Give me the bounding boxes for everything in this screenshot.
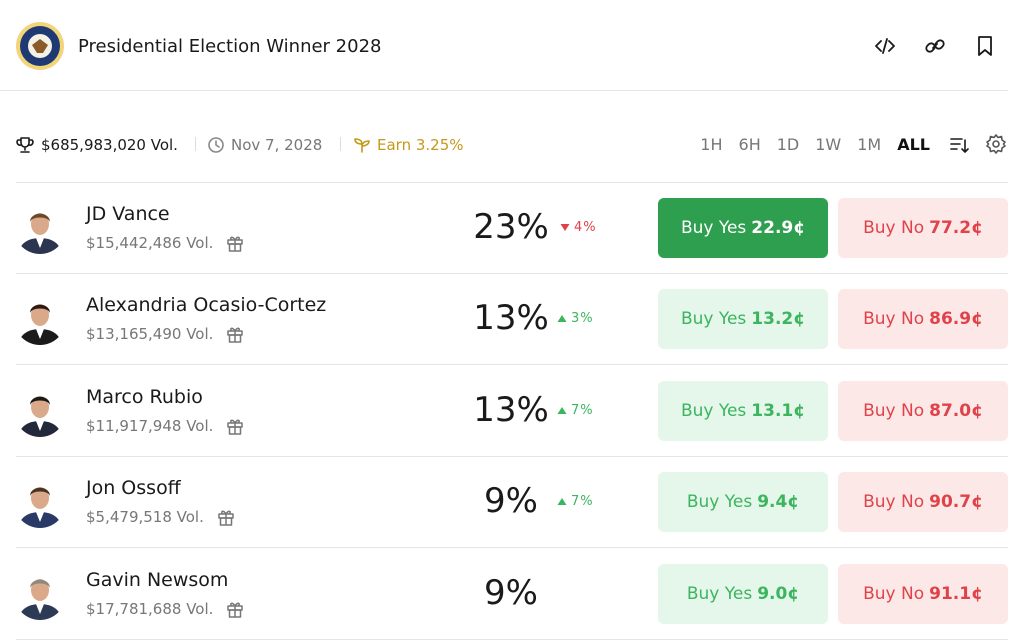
buy-yes-label: Buy Yes — [680, 309, 747, 330]
clock-icon — [208, 137, 224, 153]
divider — [16, 455, 1008, 457]
candidate-name: Alexandria Ocasio-Cortez — [86, 294, 327, 317]
market-title: Presidential Election Winner 2028 — [78, 36, 382, 57]
end-date: Nov 7, 2028 — [231, 136, 323, 154]
settings-button[interactable] — [985, 133, 1007, 155]
divider — [16, 364, 1008, 366]
candidate-volume: $11,917,948 Vol. — [86, 416, 214, 435]
change-value: 7% — [571, 494, 594, 510]
candidate-volume: $5,479,518 Vol. — [86, 508, 204, 527]
candidate-volume: $15,442,486 Vol. — [86, 234, 214, 252]
separator — [340, 137, 341, 151]
buy-yes-label: Buy Yes — [680, 400, 747, 421]
buy-yes-button[interactable]: Buy Yes 13.2¢ — [658, 289, 828, 350]
separator — [195, 137, 196, 151]
candidate-avatar — [14, 476, 66, 529]
earn-rate: Earn 3.25% — [377, 136, 464, 154]
buy-yes-price: 9.0¢ — [757, 583, 800, 604]
buy-no-button[interactable]: Buy No 90.7¢ — [838, 472, 1008, 533]
down-arrow — [560, 224, 570, 231]
candidate-name: Jon Ossoff — [86, 477, 181, 500]
buy-yes-button[interactable]: Buy Yes 13.1¢ — [658, 380, 828, 441]
chance: 13% — [473, 298, 549, 339]
chance-change: 7% — [557, 403, 594, 418]
total-volume: $685,983,020 Vol. — [41, 136, 178, 154]
time-range-selector: 1H 6H 1D 1W 1M ALL — [700, 135, 930, 155]
reward-icon[interactable] — [225, 324, 245, 344]
earn-icon — [354, 138, 370, 153]
buy-no-button[interactable]: Buy No 86.9¢ — [838, 289, 1008, 350]
time-range-option[interactable]: 1M — [857, 135, 882, 154]
candidate-avatar — [14, 384, 66, 437]
up-arrow — [557, 406, 567, 414]
candidate-volume: $17,781,688 Vol. — [86, 599, 214, 618]
embed-button[interactable] — [873, 34, 897, 58]
change-value: 7% — [571, 402, 594, 418]
bookmark-button[interactable] — [973, 34, 997, 58]
buy-no-price: 86.9¢ — [929, 309, 983, 330]
chance-change: 3% — [557, 311, 594, 326]
candidate-avatar — [14, 202, 66, 254]
buy-no-price: 91.1¢ — [929, 583, 983, 604]
chance: 13% — [473, 389, 549, 430]
chance: 9% — [484, 481, 538, 522]
candidate-name: JD Vance — [86, 203, 170, 225]
buy-no-label: Buy No — [863, 218, 925, 238]
buy-yes-price: 22.9¢ — [751, 218, 806, 238]
chance: 9% — [484, 572, 538, 613]
up-arrow — [557, 315, 567, 323]
buy-no-button[interactable]: Buy No 91.1¢ — [838, 563, 1008, 624]
link-button[interactable] — [923, 34, 947, 58]
divider — [16, 547, 1008, 549]
buy-no-label: Buy No — [863, 492, 925, 513]
reward-icon[interactable] — [216, 507, 236, 527]
buy-no-label: Buy No — [863, 583, 925, 604]
candidate-volume: $13,165,490 Vol. — [86, 325, 214, 344]
time-range-option[interactable]: 1H — [700, 135, 723, 154]
buy-yes-price: 13.2¢ — [751, 309, 806, 330]
reward-icon[interactable] — [225, 599, 245, 619]
market-seal — [16, 22, 64, 70]
buy-no-label: Buy No — [863, 309, 925, 330]
header-divider — [0, 90, 1008, 91]
divider — [16, 182, 1008, 183]
buy-yes-button[interactable]: Buy Yes 9.4¢ — [658, 472, 828, 533]
chance: 23% — [473, 207, 549, 247]
buy-no-button[interactable]: Buy No 77.2¢ — [838, 198, 1008, 258]
buy-yes-button[interactable]: Buy Yes 9.0¢ — [658, 563, 828, 624]
time-range-option[interactable]: 1D — [776, 135, 800, 154]
buy-yes-label: Buy Yes — [680, 218, 747, 238]
buy-no-price: 87.0¢ — [929, 400, 983, 421]
divider — [16, 638, 1008, 640]
time-range-option[interactable]: 1W — [815, 135, 842, 154]
buy-no-price: 77.2¢ — [929, 218, 983, 238]
candidate-avatar — [14, 293, 66, 346]
change-value: 3% — [571, 311, 594, 327]
candidate-name: Gavin Newsom — [86, 568, 229, 591]
time-range-option[interactable]: 6H — [738, 135, 761, 154]
chance-change: 4% — [560, 220, 597, 235]
buy-yes-price: 13.1¢ — [751, 400, 806, 421]
buy-no-button[interactable]: Buy No 87.0¢ — [838, 380, 1008, 441]
candidate-avatar — [14, 567, 66, 620]
time-range-option[interactable]: ALL — [897, 135, 930, 154]
buy-yes-label: Buy Yes — [686, 583, 753, 604]
trophy-icon — [16, 137, 34, 153]
candidate-name: Marco Rubio — [86, 385, 203, 408]
divider — [16, 273, 1008, 274]
buy-yes-price: 9.4¢ — [757, 492, 800, 513]
reward-icon[interactable] — [225, 233, 245, 253]
buy-yes-button[interactable]: Buy Yes 22.9¢ — [658, 198, 828, 258]
buy-no-price: 90.7¢ — [929, 492, 983, 513]
change-value: 4% — [574, 220, 597, 235]
chance-change: 7% — [557, 494, 594, 509]
up-arrow — [557, 498, 567, 506]
buy-yes-label: Buy Yes — [686, 492, 753, 513]
reward-icon[interactable] — [225, 416, 245, 436]
sort-button[interactable] — [948, 134, 970, 156]
buy-no-label: Buy No — [863, 400, 925, 421]
